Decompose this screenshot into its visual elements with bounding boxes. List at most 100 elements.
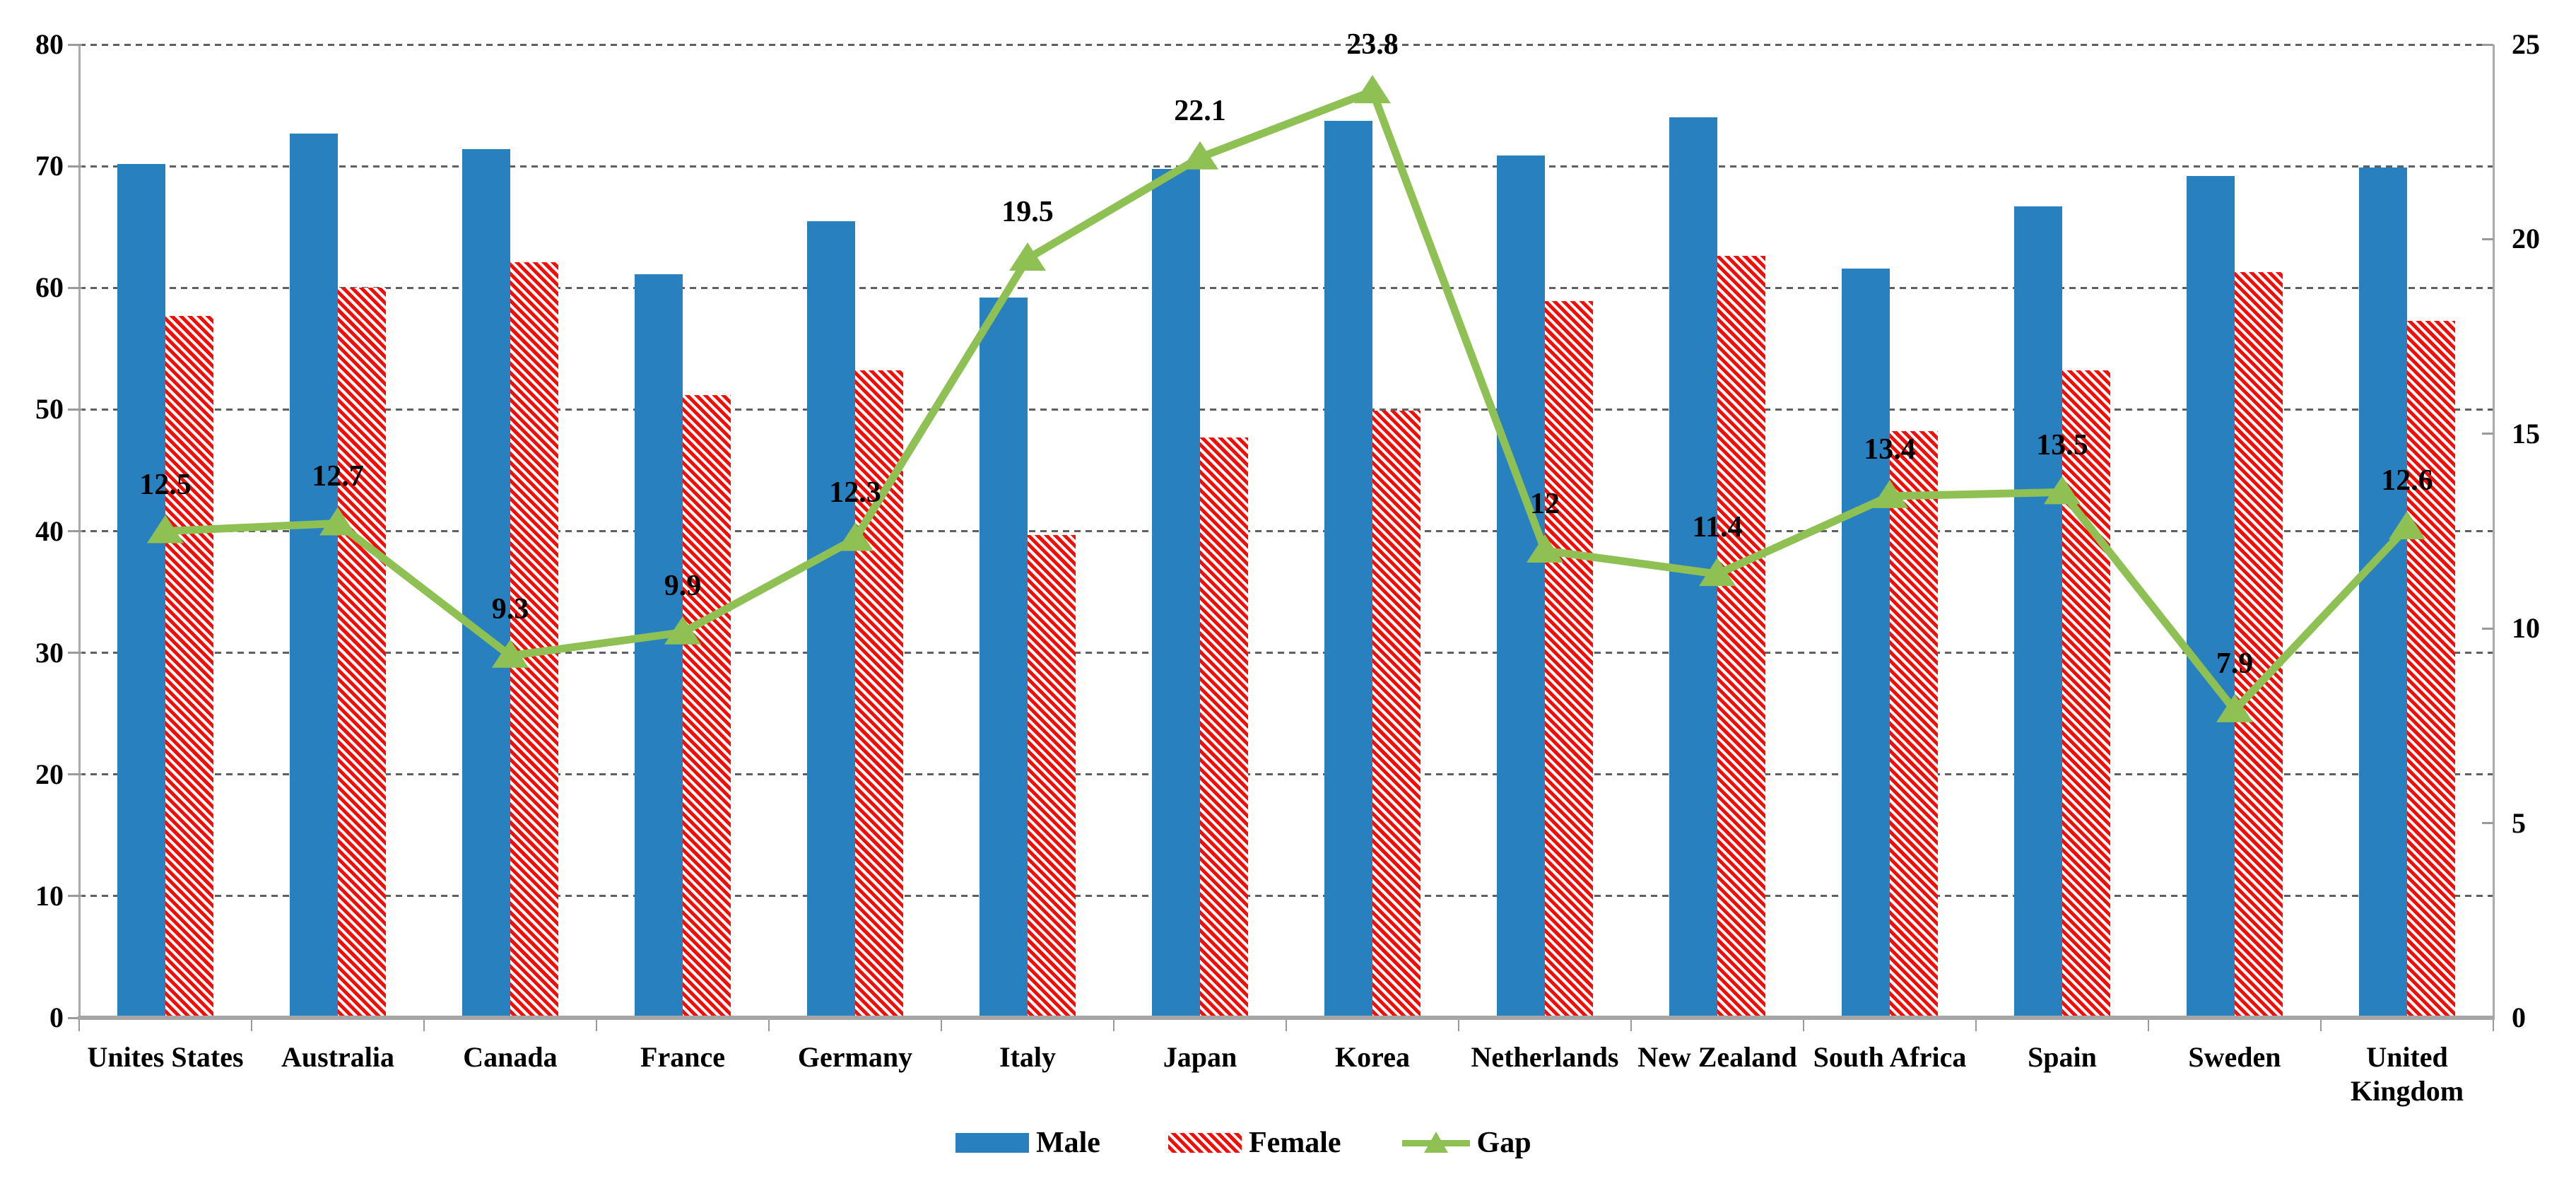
legend-item-female: Female [1168,1125,1341,1161]
left-axis-tick [68,286,82,289]
gridline [79,773,2493,776]
gap-marker-icon [664,616,701,645]
female-bar [2062,370,2110,1018]
gap-data-label: 7.9 [2216,647,2254,680]
x-axis-tick [768,1020,770,1031]
x-axis-tick [251,1020,252,1031]
right-axis-tick [2482,43,2493,46]
legend: Male Female Gap [955,1125,1531,1161]
gridline [79,895,2493,898]
right-axis-tick-label: 20 [2512,223,2540,255]
left-axis-tick-label: 30 [35,636,64,669]
x-axis-tick [78,1020,80,1031]
gridline [79,530,2493,532]
gridline [79,165,2493,168]
male-bar [1842,268,1890,1018]
gap-line [161,87,2411,715]
gap-marker-icon [1182,141,1218,170]
legend-gap-label: Gap [1476,1127,1531,1159]
legend-female-label: Female [1248,1127,1341,1159]
male-bar [1152,168,1200,1018]
female-bar [683,394,731,1018]
x-axis-tick [1113,1020,1114,1031]
category-label: Germany [797,1041,913,1073]
gap-marker-icon [2044,476,2081,505]
x-axis-tick [1975,1020,1977,1031]
male-swatch-icon [955,1133,1029,1153]
right-axis-tick-label: 10 [2512,612,2540,645]
gap-data-label: 9.3 [491,592,529,626]
x-axis-tick [941,1020,942,1031]
left-axis-tick [68,165,82,168]
left-axis-tick [68,895,82,898]
left-axis-tick [68,652,82,654]
female-bar [2407,320,2455,1018]
male-bar [980,298,1028,1018]
gap-data-label: 13.5 [2036,429,2088,462]
category-label: Sweden [2188,1041,2281,1073]
legend-item-male: Male [955,1125,1100,1161]
female-bar [1028,534,1076,1018]
category-label: Unites States [87,1041,244,1073]
category-label: France [640,1041,725,1073]
category-label: Australia [281,1041,394,1073]
category-label: New Zealand [1637,1041,1797,1073]
male-bar [1324,121,1372,1018]
right-axis-tick [2482,822,2493,825]
left-axis-tick-label: 60 [35,271,64,304]
category-label: Canada [463,1041,558,1073]
left-axis-tick-label: 20 [35,758,64,790]
gap-marker-icon [1871,479,1908,508]
female-bar [1545,301,1593,1018]
gap-data-label: 11.4 [1692,511,1743,544]
gap-data-label: 23.8 [1346,28,1399,61]
female-bar [1372,411,1421,1018]
category-label: Italy [999,1041,1056,1073]
category-label: United Kingdom [2350,1041,2464,1107]
female-bar [1717,256,1765,1018]
left-axis-tick [68,408,82,411]
gap-marker-icon [319,507,356,536]
male-bar [2014,206,2062,1018]
female-bar [510,262,558,1018]
male-bar [462,149,510,1018]
gap-data-label: 12.5 [139,468,192,501]
gap-data-label: 12.3 [829,476,881,509]
right-axis-tick [2482,237,2493,240]
x-axis-tick [1458,1020,1459,1031]
male-bar [1497,155,1545,1018]
right-axis-tick [2482,433,2493,435]
gap-marker-icon [1527,534,1563,563]
male-bar [635,274,683,1018]
x-axis-tick [423,1020,425,1031]
left-axis-tick-label: 50 [35,393,64,425]
gap-data-label: 13.4 [1864,433,1916,466]
gap-line-icon [1401,1127,1470,1158]
female-swatch-icon [1168,1133,1242,1153]
gap-marker-icon [1354,75,1391,104]
male-bar [290,133,338,1018]
left-axis-tick [68,773,82,776]
left-axis-tick [68,43,82,46]
gridline [79,43,2493,46]
legend-item-gap: Gap [1401,1125,1531,1161]
gap-data-label: 12 [1530,488,1560,521]
male-bar [2187,175,2235,1018]
left-axis-tick-label: 0 [49,1002,64,1033]
x-axis-line [78,1016,2495,1020]
right-axis-tick-label: 0 [2512,1002,2526,1033]
gap-marker-icon [1699,558,1736,587]
gridline [79,286,2493,289]
left-axis-tick-label: 10 [35,879,64,912]
gap-data-label: 9.9 [664,569,702,602]
male-bar [117,163,165,1018]
female-bar [1200,437,1248,1018]
right-axis-tick-label: 25 [2512,28,2540,60]
right-axis-tick-label: 5 [2512,806,2526,839]
category-label: Spain [2028,1041,2097,1073]
gap-data-label: 12.7 [312,460,364,493]
